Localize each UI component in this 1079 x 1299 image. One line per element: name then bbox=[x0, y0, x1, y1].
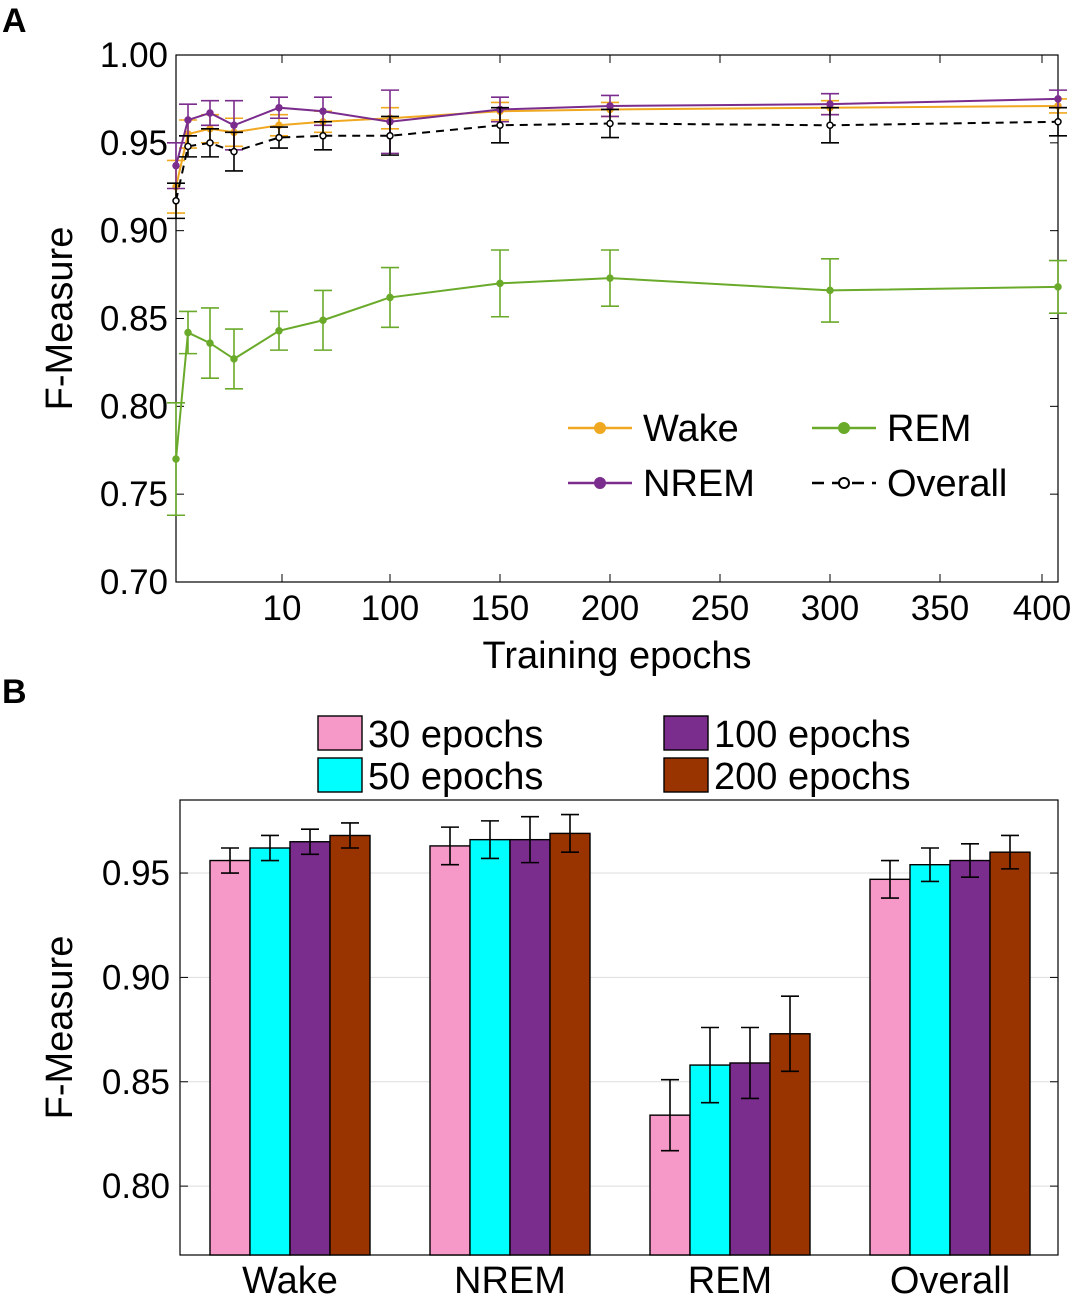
bar bbox=[909, 864, 951, 1256]
bar bbox=[509, 838, 551, 1256]
x-tick-label: 10 bbox=[263, 589, 302, 628]
x-tick-label: 250 bbox=[691, 589, 749, 628]
bar bbox=[329, 834, 371, 1256]
data-point bbox=[206, 339, 214, 347]
legend-label: 200 epochs bbox=[714, 756, 911, 798]
data-point bbox=[826, 121, 834, 130]
legend-label: 100 epochs bbox=[714, 714, 911, 756]
data-point bbox=[230, 147, 238, 156]
panel-a-letter: A bbox=[2, 2, 27, 40]
data-point bbox=[172, 161, 180, 170]
data-point bbox=[1054, 95, 1062, 103]
x-tick-label: 100 bbox=[361, 589, 419, 628]
data-point bbox=[206, 139, 214, 147]
legend-swatch bbox=[317, 757, 363, 793]
legend-b: 30 epochs 100 epochs 50 epochs 200 epochs bbox=[317, 714, 911, 798]
x-tick-label: 350 bbox=[911, 589, 969, 628]
y-axis-label: F-Measure bbox=[39, 227, 81, 411]
legend-swatch bbox=[317, 715, 363, 751]
legend-label: Wake bbox=[643, 408, 739, 450]
series-rem bbox=[167, 249, 1067, 517]
legend-swatch bbox=[663, 757, 709, 793]
bar bbox=[549, 832, 591, 1256]
data-point bbox=[275, 327, 283, 335]
bar bbox=[209, 859, 251, 1256]
data-point bbox=[606, 119, 614, 128]
data-point bbox=[184, 116, 192, 124]
y-tick-label: 0.80 bbox=[102, 1167, 170, 1206]
y-tick-label: 0.95 bbox=[100, 124, 168, 163]
x-category-label: Overall bbox=[890, 1260, 1010, 1299]
legend-marker bbox=[594, 422, 606, 434]
data-point bbox=[206, 109, 214, 117]
data-point bbox=[230, 121, 238, 130]
y-tick-label: 0.70 bbox=[100, 563, 168, 602]
series-line bbox=[175, 120, 1059, 202]
y-tick-label: 0.80 bbox=[100, 387, 168, 426]
data-point bbox=[184, 142, 192, 151]
legend-marker bbox=[838, 422, 850, 434]
data-point bbox=[319, 107, 327, 115]
y-tick-label: 0.85 bbox=[102, 1063, 170, 1102]
y-tick-label: 1.00 bbox=[100, 36, 168, 75]
data-point bbox=[230, 355, 238, 363]
data-point bbox=[826, 100, 834, 108]
data-point bbox=[496, 279, 504, 288]
legend-marker bbox=[594, 477, 606, 489]
data-point bbox=[184, 328, 192, 337]
legend-a: Wake REM NREM Overall bbox=[568, 408, 1007, 505]
x-category-label: NREM bbox=[454, 1260, 566, 1299]
data-point bbox=[275, 103, 283, 112]
x-category-label: Wake bbox=[242, 1260, 338, 1299]
x-axis-label: Training epochs bbox=[483, 635, 752, 677]
y-tick-label: 0.75 bbox=[100, 475, 168, 514]
data-point bbox=[606, 274, 614, 282]
data-point bbox=[1054, 118, 1062, 126]
legend-marker bbox=[838, 477, 850, 489]
bar bbox=[989, 851, 1031, 1256]
legend-label: Overall bbox=[887, 463, 1007, 505]
bar bbox=[949, 859, 991, 1256]
data-point bbox=[386, 293, 394, 302]
bar bbox=[469, 838, 511, 1256]
bar-group-overall bbox=[869, 834, 1031, 1256]
data-point bbox=[172, 455, 180, 463]
bar-group-nrem bbox=[429, 813, 591, 1256]
legend-label: REM bbox=[887, 408, 971, 450]
data-point bbox=[172, 197, 180, 205]
y-tick-label: 0.85 bbox=[100, 300, 168, 339]
bar bbox=[289, 841, 331, 1256]
y-axis-label: F-Measure bbox=[39, 936, 81, 1120]
x-tick-label: 200 bbox=[581, 589, 639, 628]
bar-group-rem bbox=[649, 995, 811, 1256]
data-point bbox=[275, 133, 283, 142]
x-tick-label: 300 bbox=[801, 589, 859, 628]
panel-b-letter: B bbox=[2, 673, 27, 711]
data-point bbox=[1054, 283, 1062, 291]
y-tick-label: 0.90 bbox=[102, 958, 170, 997]
data-point bbox=[826, 286, 834, 295]
data-point bbox=[606, 102, 614, 110]
x-tick-label: 400 bbox=[1013, 589, 1071, 628]
bar bbox=[869, 878, 911, 1256]
y-tick-label: 0.90 bbox=[100, 212, 168, 251]
data-point bbox=[319, 132, 327, 140]
bar bbox=[249, 847, 291, 1256]
x-tick-label: 150 bbox=[471, 589, 529, 628]
bar bbox=[429, 845, 471, 1256]
panel-b-bar-chart: 0.80 0.85 0.90 0.95 F-Measure Wake NREM REM Over… bbox=[39, 714, 1059, 1299]
data-point bbox=[386, 132, 394, 140]
series-overall bbox=[167, 106, 1067, 220]
legend-label: NREM bbox=[643, 463, 755, 505]
data-point bbox=[496, 121, 504, 130]
legend-label: 50 epochs bbox=[368, 756, 543, 798]
bar-group-wake bbox=[209, 822, 371, 1256]
x-category-label: REM bbox=[688, 1260, 772, 1299]
panel-a-line-chart: 0.70 0.75 0.80 0.85 0.90 0.95 1.00 10 100 150 200 2… bbox=[39, 36, 1071, 677]
legend-swatch bbox=[663, 715, 709, 751]
data-point bbox=[319, 316, 327, 325]
y-tick-label: 0.95 bbox=[102, 854, 170, 893]
legend-label: 30 epochs bbox=[368, 714, 543, 756]
